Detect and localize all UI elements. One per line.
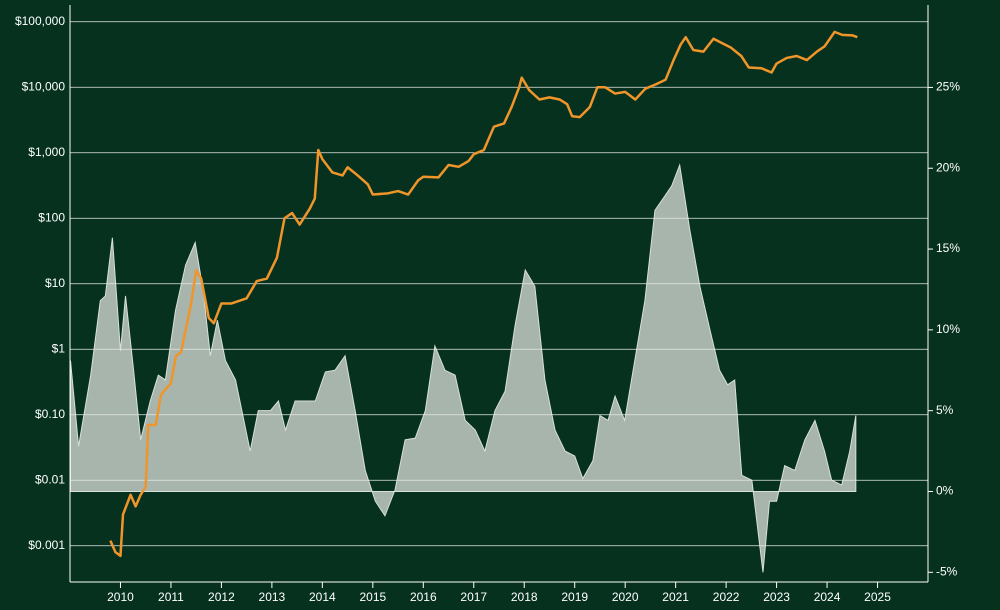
x-tick-label: 2016 xyxy=(410,590,437,604)
price-line xyxy=(109,30,858,558)
y-tick-label: $100 xyxy=(38,210,65,224)
x-tick-label: 2021 xyxy=(662,590,689,604)
x-tick-label: 2018 xyxy=(511,590,538,604)
y2-tick-label: 25% xyxy=(936,80,960,94)
x-tick-label: 2014 xyxy=(309,590,336,604)
x-tick-label: 2011 xyxy=(158,590,184,604)
y2-tick-label: 0% xyxy=(936,484,954,498)
y-tick-label: $10 xyxy=(45,276,65,290)
y-tick-label: $1 xyxy=(52,341,66,355)
y-tick-label: $1,000 xyxy=(28,145,65,159)
x-tick-label: 2020 xyxy=(612,590,639,604)
y-tick-label: $0.10 xyxy=(35,407,65,421)
x-tick-label: 2024 xyxy=(814,590,841,604)
x-tick-label: 2019 xyxy=(561,590,588,604)
x-tick-label: 2017 xyxy=(460,590,487,604)
y2-tick-label: 15% xyxy=(936,241,960,255)
y2-tick-label: 20% xyxy=(936,160,960,174)
x-tick-label: 2015 xyxy=(359,590,386,604)
x-tick-label: 2013 xyxy=(259,590,286,604)
y-tick-label: $0.001 xyxy=(28,538,65,552)
area xyxy=(70,163,857,573)
y2-tick-label: -5% xyxy=(936,564,958,578)
x-tick-label: 2012 xyxy=(208,590,235,604)
y2-tick-label: 5% xyxy=(936,403,954,417)
y-tick-label: $0.01 xyxy=(35,472,65,486)
x-tick-label: 2023 xyxy=(763,590,790,604)
x-tick-label: 2022 xyxy=(713,590,740,604)
x-tick-label: 2025 xyxy=(864,590,891,604)
y-tick-label: $100,000 xyxy=(15,14,65,28)
y-tick-label: $10,000 xyxy=(22,79,66,93)
y2-tick-label: 10% xyxy=(936,322,960,336)
x-tick-label: 2010 xyxy=(107,590,134,604)
